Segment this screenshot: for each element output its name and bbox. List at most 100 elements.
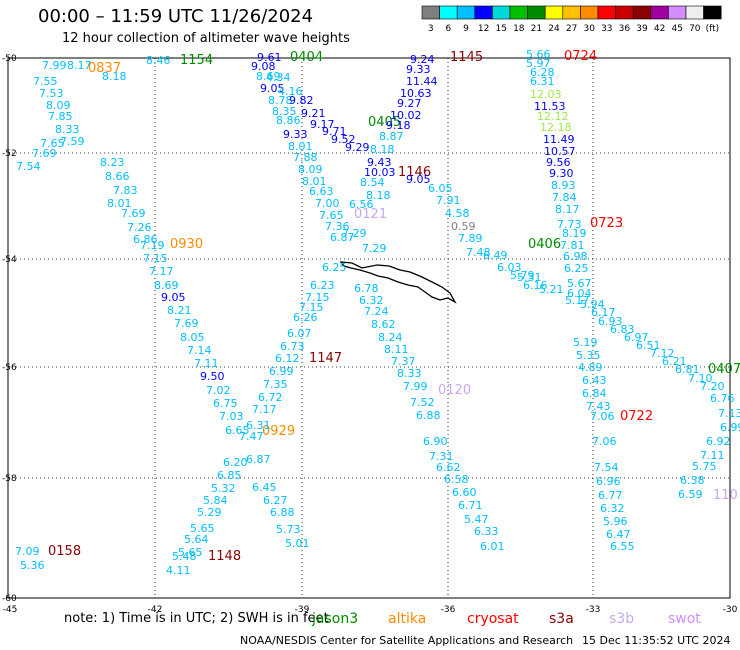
wave-height-value: 9.56 xyxy=(546,156,571,169)
wave-height-value: 7.53 xyxy=(39,87,64,100)
wave-height-value: 9.05 xyxy=(406,173,431,186)
wave-height-value: 6.97 xyxy=(624,331,649,344)
wave-height-value: 5.73 xyxy=(276,523,301,536)
pass-time-label: 0158 xyxy=(48,544,81,559)
wave-height-value: 6.86 xyxy=(133,233,158,246)
legend-label: 12 xyxy=(478,24,489,34)
wave-height-value: 7.12 xyxy=(650,347,675,360)
wave-height-value: 7.88 xyxy=(293,151,318,164)
legend-swatch xyxy=(544,5,564,20)
lat-label: -50 xyxy=(2,54,17,64)
wave-height-value: 11.49 xyxy=(543,133,575,146)
wave-height-value: 10.03 xyxy=(364,166,396,179)
wave-height-value: 5.79 xyxy=(510,269,535,282)
wave-height-value: 6.65 xyxy=(225,424,250,437)
legend-swatch xyxy=(668,5,687,20)
wave-height-value: 8.69 xyxy=(256,70,281,83)
wave-height-value: 6.43 xyxy=(582,374,607,387)
pass-time-labels: 1154 0404 1145 0724 0837 0405 1146 0121 0723 0930… xyxy=(48,49,740,564)
wave-height-value: 6.45 xyxy=(252,481,277,494)
wave-height-value: 11.53 xyxy=(534,100,566,113)
wave-height-value: 7.14 xyxy=(187,344,212,357)
wave-height-value: 7.31 xyxy=(429,450,454,463)
page-subtitle: 12 hour collection of altimeter wave hei… xyxy=(62,31,350,46)
legend-label: 70 xyxy=(689,24,701,34)
wave-height-value: 6.20 xyxy=(223,456,248,469)
wave-height-value: 6.26 xyxy=(293,311,318,324)
wave-height-value: 6.51 xyxy=(636,339,661,352)
wave-height-value: 6.05 xyxy=(428,182,453,195)
wave-height-value: 9.50 xyxy=(200,370,225,383)
legend-swatch xyxy=(615,5,634,20)
wave-height-value: 8.35 xyxy=(272,105,297,118)
wave-height-value: 7.24 xyxy=(364,305,389,318)
legend-swatch xyxy=(474,5,493,20)
wave-height-value: 6.25 xyxy=(564,262,589,275)
legend-swatch xyxy=(456,5,476,20)
wave-height-value: 9.05 xyxy=(161,291,186,304)
pass-time-label: 0120 xyxy=(438,383,471,398)
wave-height-value: 8.93 xyxy=(551,179,576,192)
legend-label: (ft) xyxy=(706,24,720,34)
pass-time-label: 1154 xyxy=(180,53,213,68)
wave-height-value: 5.75 xyxy=(692,460,717,473)
wave-height-value: 5.17 xyxy=(565,294,590,307)
legend-label: 24 xyxy=(548,24,560,34)
satellite-altika: altika xyxy=(388,611,427,627)
legend-label: 3 xyxy=(428,24,434,34)
wave-height-value: 8.62 xyxy=(371,318,396,331)
wave-height-value: 6.03 xyxy=(497,261,522,274)
wave-height-value: 9.05 xyxy=(260,82,285,95)
wave-height-value: 6.31 xyxy=(246,419,271,432)
wave-height-value: 6.12 xyxy=(275,352,300,365)
lat-label: -58 xyxy=(2,474,17,484)
wave-height-value: 6.38 xyxy=(680,474,705,487)
wave-height-value: 7.35 xyxy=(263,378,288,391)
wave-height-value: 6.83 xyxy=(610,323,635,336)
lon-label: -39 xyxy=(295,605,310,615)
lat-lon-grid xyxy=(8,58,730,598)
wave-height-value: 6.56 xyxy=(349,198,374,211)
wave-height-value: 6.81 xyxy=(675,363,700,376)
wave-height-value: 7.55 xyxy=(33,75,58,88)
wave-height-value: 5.01 xyxy=(285,537,310,550)
wave-height-value: 5.97 xyxy=(526,57,551,70)
wave-height-value: 7.06 xyxy=(592,435,617,448)
wave-height-value: 9.24 xyxy=(410,53,435,66)
wave-height-value: 12.03 xyxy=(530,88,562,101)
wave-height-value: 7.54 xyxy=(16,160,41,173)
wave-height-value: 7.17 xyxy=(252,403,277,416)
pass-time-label: 0407 xyxy=(708,362,740,377)
wave-height-value: 8.09 xyxy=(46,99,71,112)
wave-height-value: 5.65 xyxy=(190,522,215,535)
pass-time-label: 0930 xyxy=(170,237,203,252)
satellite-cryosat: cryosat xyxy=(467,611,519,627)
wave-height-value: 9.27 xyxy=(397,97,422,110)
lat-label: -52 xyxy=(2,149,17,159)
wave-height-value: 7.59 xyxy=(60,135,85,148)
wave-height-value: 6.96 xyxy=(596,475,621,488)
wave-height-value: 9.71 xyxy=(322,125,347,138)
lon-label: -42 xyxy=(148,605,163,615)
wave-height-value: 8.23 xyxy=(100,156,125,169)
page-title: 00:00 – 11:59 UTC 11/26/2024 xyxy=(38,6,314,27)
legend-label: 9 xyxy=(463,24,469,34)
wave-height-value: 6.93 xyxy=(598,315,623,328)
wave-height-value: 7.09 xyxy=(15,545,40,558)
wave-height-value: 6.23 xyxy=(310,279,335,292)
wave-height-value: 8.17 xyxy=(67,59,92,72)
wave-height-value: 11.44 xyxy=(406,75,438,88)
legend-swatch xyxy=(650,5,669,20)
wave-height-value: 7.85 xyxy=(48,110,73,123)
wave-height-value: 6.92 xyxy=(706,435,731,448)
wave-height-value: 5.65 xyxy=(178,546,203,559)
wave-height-value: 6.90 xyxy=(423,435,448,448)
wave-height-value: 7.03 xyxy=(219,410,244,423)
pass-time-label: 110 xyxy=(713,488,738,503)
legend-label: 39 xyxy=(636,24,648,34)
legend-swatch xyxy=(492,5,511,20)
legend-swatch xyxy=(580,5,599,20)
wave-height-value: 8.46 xyxy=(146,54,171,67)
wave-height-value: 7.26 xyxy=(127,221,152,234)
